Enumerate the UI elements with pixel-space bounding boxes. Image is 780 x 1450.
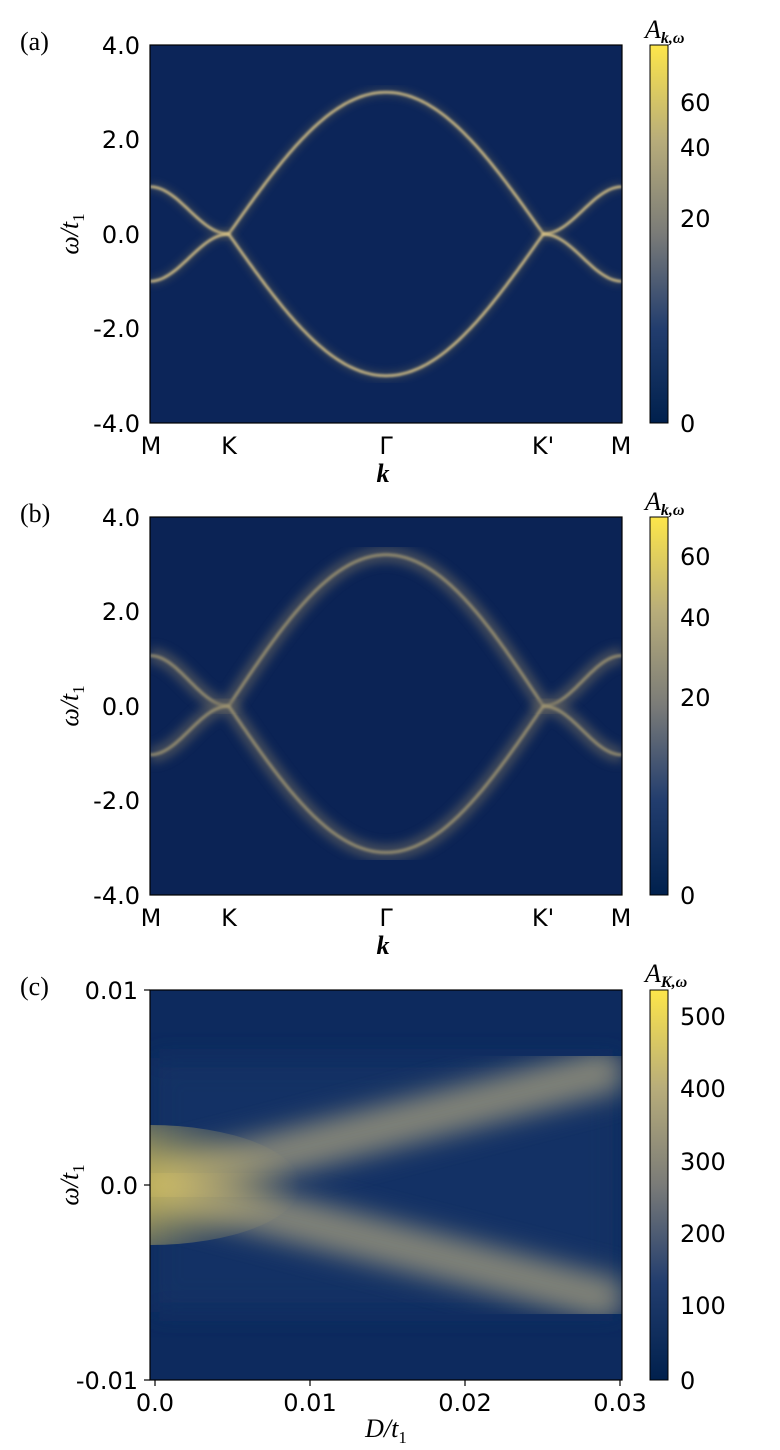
panel-b-ytick: 2.0 [102,598,140,626]
panel-a-xlabel: k [377,459,390,488]
panel-b-cbar-tick: 20 [680,684,711,712]
panel-c-xtick: 0.03 [593,1389,646,1417]
panel-b-xtick: K [221,904,238,932]
panel-b-label: (b) [20,499,50,528]
panel-b-cbar-tick: 40 [680,604,711,632]
panel-a-ytick: 4.0 [102,32,140,60]
panel-b-ytick: 0.0 [102,693,140,721]
panel-b-xtick: M [141,904,162,932]
panel-a-cbar-tick: 60 [680,89,711,117]
panel-b: (b) 4.0 2.0 0.0 -2.0 -4.0 ω/t1 M K Γ K' … [20,487,711,960]
panel-c-intensity-map [150,1045,622,1325]
panel-a-ytick: 0.0 [102,221,140,249]
panel-b-xlabel: k [377,931,390,960]
panel-a-ylabel: ω/t1 [55,213,88,254]
panel-c-y-axis: 0.01 0.0 -0.01 [76,977,150,1395]
panel-b-cbar-tick: 60 [680,543,711,571]
panel-c-colorbar-title: AK,ω [643,959,687,991]
panel-c-xtick: 0.01 [283,1389,336,1417]
panel-c-ylabel: ω/t1 [55,1164,88,1205]
panel-c-cbar-tick: 200 [680,1220,726,1248]
panel-b-plot-frame [149,516,623,896]
panel-c-cbar-tick: 400 [680,1075,726,1103]
panel-b-ytick: 4.0 [102,504,140,532]
panel-b-x-axis: M K Γ K' M [141,904,632,932]
panel-a-colorbar: Ak,ω 60 40 20 0 [643,15,711,438]
panel-a-xtick: Γ [379,432,393,460]
panel-b-bands [150,546,622,861]
panel-a-cbar-tick: 20 [680,205,711,233]
panel-c-ytick: 0.01 [85,977,138,1005]
panel-a-x-axis: M K Γ K' M [141,432,632,460]
panel-b-ytick: -2.0 [93,787,140,815]
panel-b-xtick: K' [532,904,554,932]
panel-c-cbar-tick: 100 [680,1292,726,1320]
panel-b-colorbar: Ak,ω 60 40 20 0 [643,487,711,910]
panel-c-label: (c) [20,972,49,1001]
panel-c-x-axis: 0.0 0.01 0.02 0.03 [136,1380,647,1417]
panel-a: (a) 4.0 2.0 0.0 -2.0 -4.0 ω/t1 M K Γ K' … [20,15,711,488]
panel-a-y-axis: 4.0 2.0 0.0 -2.0 -4.0 [93,32,140,438]
panel-c-cbar-tick: 0 [680,1367,695,1395]
panel-c-xlabel: D/t1 [364,1414,407,1447]
panel-b-lower-band [150,704,622,855]
panel-c-colorbar: AK,ω 500 400 300 200 100 0 [643,959,726,1395]
panel-b-cbar-tick: 0 [680,882,695,910]
panel-c-xtick: 0.02 [438,1389,491,1417]
panel-c-cbar-tick: 500 [680,1003,726,1031]
panel-b-colorbar-title: Ak,ω [643,487,684,519]
panel-a-xtick: K' [532,432,554,460]
panel-a-xtick: K [221,432,238,460]
panel-c-ytick: 0.0 [100,1172,138,1200]
panel-a-ytick: -2.0 [93,315,140,343]
panel-a-ytick: 2.0 [102,126,140,154]
panel-c-xtick: 0.0 [136,1389,174,1417]
panel-a-cbar-tick: 40 [680,134,711,162]
panel-c-peak [150,1125,300,1245]
panel-c-ytick: -0.01 [76,1367,138,1395]
panel-b-xtick: Γ [379,904,393,932]
panel-a-bands [150,45,622,423]
panel-c-cbar-tick: 300 [680,1148,726,1176]
panel-c: (c) 0.01 0.0 -0.01 ω/t1 0.0 0.01 0.02 0.… [20,959,726,1447]
panel-c-colorbar-bar [649,989,669,1381]
panel-a-colorbar-title: Ak,ω [643,15,684,47]
panel-a-label: (a) [20,27,49,56]
panel-a-plot-frame [149,44,623,424]
panel-a-cbar-tick: 0 [680,410,695,438]
panel-b-ylabel: ω/t1 [55,685,88,726]
panel-a-xtick: M [141,432,162,460]
panel-a-lower-band [150,232,622,378]
panel-b-ytick: -4.0 [93,882,140,910]
panel-a-xtick: M [611,432,632,460]
panel-b-colorbar-bar [649,516,669,896]
panel-a-ytick: -4.0 [93,410,140,438]
panel-b-y-axis: 4.0 2.0 0.0 -2.0 -4.0 [93,504,140,910]
panel-b-xtick: M [611,904,632,932]
panel-a-colorbar-bar [649,44,669,424]
